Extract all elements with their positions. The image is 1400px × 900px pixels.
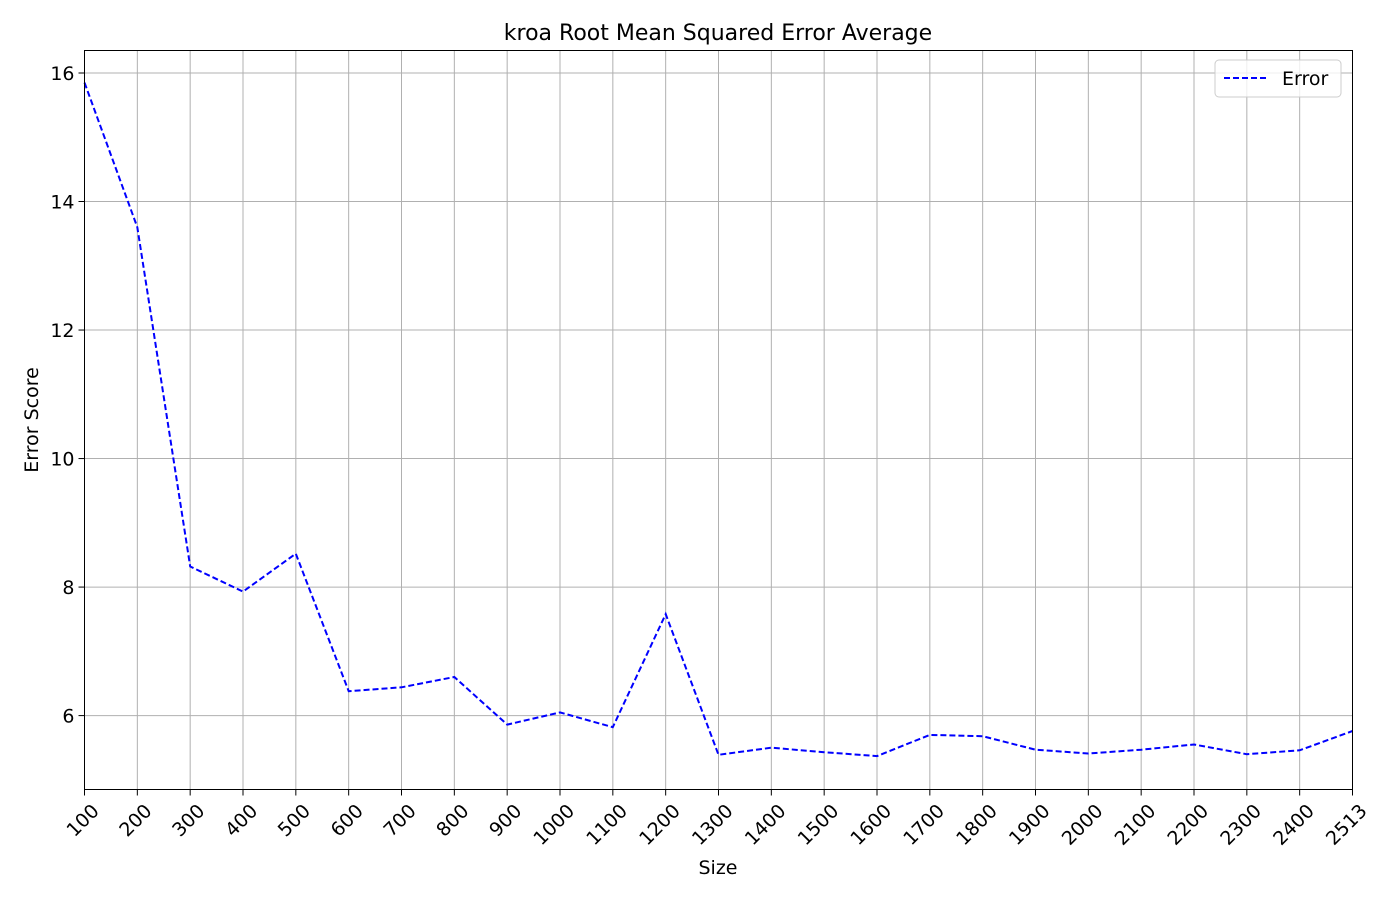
data-point xyxy=(506,724,508,726)
data-point xyxy=(876,755,878,757)
data-point xyxy=(295,553,297,555)
y-tick-label: 14 xyxy=(50,192,74,214)
data-point xyxy=(242,591,244,593)
x-tick-label: 400 xyxy=(221,800,262,841)
y-tick-label: 6 xyxy=(62,706,74,728)
data-point xyxy=(453,676,455,678)
data-point xyxy=(189,566,191,568)
x-tick-label: 1900 xyxy=(1005,800,1055,850)
legend-label: Error xyxy=(1282,68,1329,90)
y-axis-label: Error Score xyxy=(21,367,43,473)
data-point xyxy=(136,226,138,228)
x-tick-label: 500 xyxy=(274,800,315,841)
x-tick-label: 2513 xyxy=(1322,800,1372,850)
x-tick-label: 1100 xyxy=(582,800,632,850)
grid xyxy=(84,50,1353,790)
x-tick-label: 1300 xyxy=(688,800,738,850)
data-point xyxy=(559,711,561,713)
y-tick-label: 8 xyxy=(62,577,74,599)
y-axis: 6 8 10 12 14 16 xyxy=(50,63,85,728)
legend-box xyxy=(1214,59,1342,98)
data-point xyxy=(1246,753,1248,755)
data-point xyxy=(1299,749,1301,751)
x-tick-label: 1700 xyxy=(899,800,949,850)
y-tick-label: 10 xyxy=(50,449,74,471)
x-tick-label: 2300 xyxy=(1216,800,1266,850)
y-tick-label: 16 xyxy=(50,63,74,85)
x-tick-label: 1000 xyxy=(529,800,579,850)
series-layer xyxy=(83,82,1353,758)
y-tick-label: 12 xyxy=(50,320,74,342)
x-tick-label: 800 xyxy=(432,800,473,841)
data-point xyxy=(770,747,772,749)
x-tick-label: 2100 xyxy=(1111,800,1161,850)
legend: Error xyxy=(1214,59,1342,98)
chart-title: kroa Root Mean Squared Error Average xyxy=(504,21,932,46)
x-tick-label: 2000 xyxy=(1058,800,1108,850)
x-tick-label: 1500 xyxy=(794,800,844,850)
data-point xyxy=(1087,753,1089,755)
x-tick-label: 300 xyxy=(168,800,209,841)
x-tick-label: 2200 xyxy=(1163,800,1213,850)
x-tick-label: 1800 xyxy=(952,800,1002,850)
data-point xyxy=(1140,749,1142,751)
x-axis-label: Size xyxy=(698,857,737,879)
data-point xyxy=(929,734,931,736)
x-axis: 100 200 300 400 500 600 700 800 900 1000 1100 1200 1… xyxy=(62,789,1372,850)
x-tick-label: 1400 xyxy=(741,800,791,850)
data-point xyxy=(1193,744,1195,746)
x-tick-label: 100 xyxy=(62,800,103,841)
data-point xyxy=(718,754,720,756)
data-point xyxy=(1035,749,1037,751)
data-point xyxy=(401,686,403,688)
x-tick-label: 1600 xyxy=(846,800,896,850)
series-line-error xyxy=(83,82,1353,758)
data-point xyxy=(612,726,614,728)
x-tick-label: 900 xyxy=(485,800,526,841)
data-point xyxy=(665,613,667,615)
x-tick-label: 700 xyxy=(379,800,420,841)
x-tick-label: 2400 xyxy=(1269,800,1319,850)
x-tick-label: 1200 xyxy=(635,800,685,850)
data-point xyxy=(348,690,350,692)
x-tick-label: 200 xyxy=(115,800,156,841)
data-point xyxy=(982,735,984,737)
x-tick-label: 600 xyxy=(327,800,368,841)
data-point xyxy=(823,751,825,753)
